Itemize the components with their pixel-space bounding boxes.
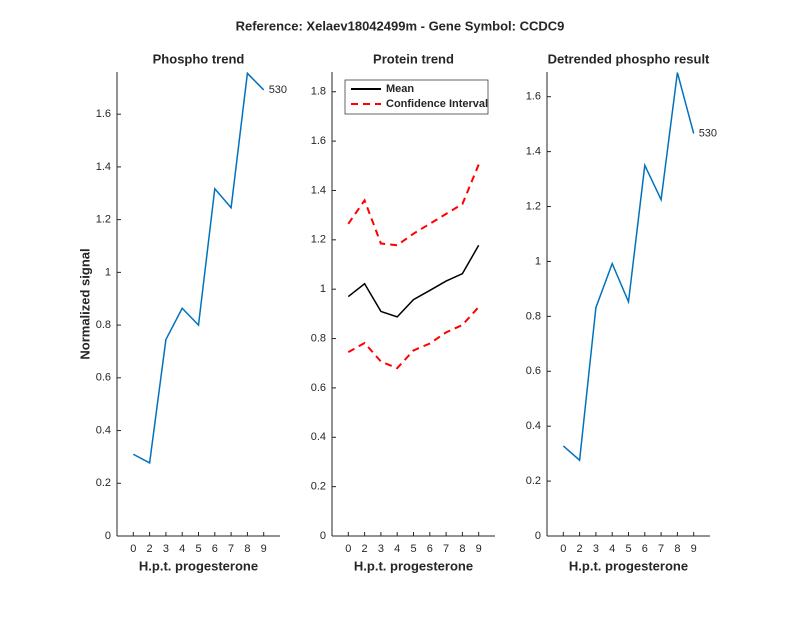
figure-title: Reference: Xelaev18042499m - Gene Symbol… (236, 18, 565, 33)
legend-label: Confidence Interval (386, 98, 488, 110)
x-tick-label: 6 (212, 543, 218, 555)
x-tick-label: 0 (560, 543, 566, 555)
x-tick-label: 5 (625, 543, 631, 555)
x-tick-label: 3 (593, 543, 599, 555)
y-tick-label: 0.6 (311, 382, 326, 394)
x-tick-label: 5 (195, 543, 201, 555)
y-tick-label: 0.4 (526, 420, 541, 432)
x-tick-label: 9 (691, 543, 697, 555)
y-tick-label: 1 (320, 283, 326, 295)
y-tick-label: 0.4 (96, 424, 111, 436)
y-tick-label: 0.2 (96, 477, 111, 489)
legend-box (344, 79, 489, 115)
y-tick-label: 1.4 (311, 184, 326, 196)
end-label: 530 (269, 84, 287, 96)
x-tick-label: 5 (410, 543, 416, 555)
subplot-title: Detrended phospho result (548, 51, 710, 66)
x-tick-label: 9 (476, 543, 482, 555)
x-tick-label: 4 (394, 543, 400, 555)
x-tick-label: 7 (443, 543, 449, 555)
y-tick-label: 1 (535, 255, 541, 267)
x-tick-label: 8 (674, 543, 680, 555)
series-line (347, 244, 480, 318)
y-tick-label: 0.6 (96, 372, 111, 384)
y-tick-label: 0.2 (526, 475, 541, 487)
x-axis-label: H.p.t. progesterone (354, 558, 473, 573)
y-tick-label: 1.2 (526, 200, 541, 212)
series-line (347, 164, 480, 247)
x-tick-label: 7 (658, 543, 664, 555)
series-line (132, 71, 265, 465)
y-tick-label: 1.4 (96, 161, 111, 173)
y-tick-label: 0.4 (311, 431, 326, 443)
y-tick-label: 0.6 (526, 365, 541, 377)
x-tick-label: 2 (577, 543, 583, 555)
y-tick-label: 1.4 (526, 146, 541, 158)
x-tick-label: 6 (427, 543, 433, 555)
x-tick-label: 0 (345, 543, 351, 555)
y-tick-label: 0 (320, 530, 326, 542)
x-tick-label: 2 (147, 543, 153, 555)
x-tick-label: 6 (642, 543, 648, 555)
series-line (562, 72, 695, 462)
y-tick-label: 1.2 (96, 214, 111, 226)
y-tick-label: 1.8 (311, 86, 326, 98)
y-tick-label: 0.8 (311, 332, 326, 344)
y-tick-label: 1.2 (311, 234, 326, 246)
subplot-title: Protein trend (373, 51, 454, 66)
end-label: 530 (699, 127, 717, 139)
y-tick-label: 1 (105, 266, 111, 278)
x-tick-label: 4 (609, 543, 615, 555)
legend-label: Mean (386, 83, 414, 95)
x-tick-label: 4 (179, 543, 185, 555)
y-tick-label: 0.2 (311, 481, 326, 493)
y-axis-label: Normalized signal (77, 248, 92, 359)
x-tick-label: 9 (261, 543, 267, 555)
series-line-lower (347, 306, 480, 370)
y-tick-label: 0.8 (96, 319, 111, 331)
x-tick-label: 8 (459, 543, 465, 555)
x-tick-label: 7 (228, 543, 234, 555)
x-tick-label: 0 (130, 543, 136, 555)
x-axis-label: H.p.t. progesterone (139, 558, 258, 573)
y-tick-label: 1.6 (526, 91, 541, 103)
subplot-title: Phospho trend (153, 51, 245, 66)
y-tick-label: 1.6 (311, 135, 326, 147)
y-tick-label: 0 (105, 530, 111, 542)
y-tick-label: 0.8 (526, 310, 541, 322)
x-tick-label: 3 (378, 543, 384, 555)
x-axis-label: H.p.t. progesterone (569, 558, 688, 573)
x-tick-label: 8 (244, 543, 250, 555)
x-tick-label: 2 (362, 543, 368, 555)
x-tick-label: 3 (163, 543, 169, 555)
y-tick-label: 0 (535, 530, 541, 542)
y-tick-label: 1.6 (96, 108, 111, 120)
